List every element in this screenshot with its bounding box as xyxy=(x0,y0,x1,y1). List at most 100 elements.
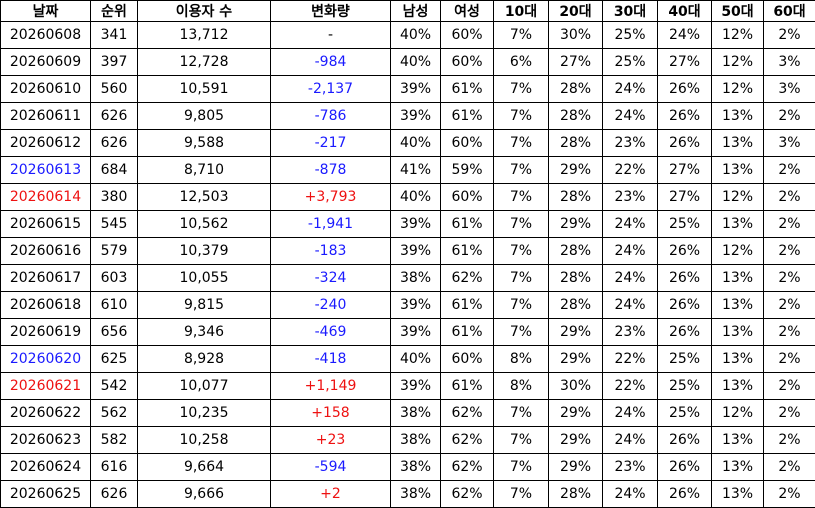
table-cell: 10,055 xyxy=(137,264,271,292)
table-cell: 61% xyxy=(440,372,494,400)
table-cell: 13% xyxy=(711,480,764,508)
table-cell: 38% xyxy=(390,480,441,508)
table-body: 20260608 341 13,712-40% 60% 7% 30% 25% 24% 12% 2%… xyxy=(0,21,815,508)
table-cell: 29% xyxy=(548,156,603,184)
table-cell: 12% xyxy=(711,399,764,427)
table-cell: -878 xyxy=(270,156,391,184)
table-cell: 2% xyxy=(763,156,815,184)
table-cell: 28% xyxy=(548,264,603,292)
table-cell: 7% xyxy=(493,237,549,265)
table-cell: 2% xyxy=(763,183,815,211)
table-row: 20260621 542 10,077 +1,149 39% 61% 8% 30% 22% 25%… xyxy=(0,372,815,400)
table-row: 20260625 626 9,666 +2 38% 62% 7% 28% 24% 26% 13% 2% xyxy=(0,480,815,508)
table-cell: 7% xyxy=(493,102,549,130)
table-cell: 30% xyxy=(548,372,603,400)
table-cell: 2% xyxy=(763,237,815,265)
table-cell: 22% xyxy=(602,372,658,400)
table-cell: 62% xyxy=(440,426,494,454)
table-row: 20260610 560 10,591 -2,137 39% 61% 7% 28% 24% 26%… xyxy=(0,75,815,103)
table-cell: 6% xyxy=(493,48,549,76)
table-cell: 26% xyxy=(657,426,712,454)
table-cell: 9,588 xyxy=(137,129,271,157)
table-row: 20260618 610 9,815 -240 39% 61% 7% 28% 24% 26% 13%… xyxy=(0,291,815,319)
table-cell: 23% xyxy=(602,183,658,211)
table-cell: 8% xyxy=(493,345,549,373)
table-cell: 582 xyxy=(90,426,138,454)
table-cell: 9,664 xyxy=(137,453,271,481)
table-cell: 542 xyxy=(90,372,138,400)
table-row: 20260624 616 9,664 -594 38% 62% 7% 29% 23% 26% 13%… xyxy=(0,453,815,481)
table-cell: 29% xyxy=(548,210,603,238)
header-row: 날짜 순위 이용자 수 변화량 남성 여성 10대 20대 30대 40대 50대 60대 xyxy=(0,0,815,22)
table-cell: 40% xyxy=(390,345,441,373)
table-cell: -984 xyxy=(270,48,391,76)
table-cell: 39% xyxy=(390,291,441,319)
table-cell: 25% xyxy=(657,372,712,400)
table-cell: 626 xyxy=(90,102,138,130)
table-cell: 2% xyxy=(763,372,815,400)
date-cell: 20260621 xyxy=(0,372,91,400)
table-row: 20260617 603 10,055 -324 38% 62% 7% 28% 24% 26% 13… xyxy=(0,264,815,292)
table-cell: 61% xyxy=(440,318,494,346)
table-cell: +23 xyxy=(270,426,391,454)
date-cell: 20260611 xyxy=(0,102,91,130)
table-cell: 26% xyxy=(657,318,712,346)
table-cell: 2% xyxy=(763,102,815,130)
table-cell: - xyxy=(270,21,391,49)
date-cell: 20260614 xyxy=(0,183,91,211)
table-cell: 27% xyxy=(657,156,712,184)
table-cell: 28% xyxy=(548,480,603,508)
table-cell: 28% xyxy=(548,75,603,103)
table-cell: 25% xyxy=(602,21,658,49)
table-cell: 13% xyxy=(711,318,764,346)
table-row: 20260612 626 9,588 -217 40% 60% 7% 28% 23% 26% 13%… xyxy=(0,129,815,157)
table-cell: 28% xyxy=(548,102,603,130)
table-cell: 9,805 xyxy=(137,102,271,130)
table-cell: 579 xyxy=(90,237,138,265)
table-cell: 60% xyxy=(440,345,494,373)
table-cell: 38% xyxy=(390,453,441,481)
table-row: 20260620 625 8,928 -418 40% 60% 8% 29% 22% 25% 13%… xyxy=(0,345,815,373)
table-cell: 27% xyxy=(657,183,712,211)
table-cell: 12% xyxy=(711,21,764,49)
header-cell: 60대 xyxy=(763,0,815,22)
header-cell: 10대 xyxy=(493,0,549,22)
table-row: 20260613 684 8,710 -878 41% 59% 7% 29% 22% 27% 13%… xyxy=(0,156,815,184)
table-cell: 40% xyxy=(390,48,441,76)
table-cell: 60% xyxy=(440,21,494,49)
table-cell: 13% xyxy=(711,156,764,184)
table-cell: -324 xyxy=(270,264,391,292)
table-cell: 9,666 xyxy=(137,480,271,508)
table-cell: 7% xyxy=(493,291,549,319)
table-cell: 60% xyxy=(440,129,494,157)
table-cell: 2% xyxy=(763,399,815,427)
header-cell: 20대 xyxy=(548,0,603,22)
table-cell: 24% xyxy=(602,426,658,454)
table-row: 20260619 656 9,346 -469 39% 61% 7% 29% 23% 26% 13%… xyxy=(0,318,815,346)
table-cell: 28% xyxy=(548,291,603,319)
table-cell: 62% xyxy=(440,480,494,508)
table-cell: 2% xyxy=(763,453,815,481)
date-cell: 20260613 xyxy=(0,156,91,184)
table-cell: 2% xyxy=(763,291,815,319)
table-cell: +2 xyxy=(270,480,391,508)
table-cell: 27% xyxy=(657,48,712,76)
table-cell: +1,149 xyxy=(270,372,391,400)
table-cell: +158 xyxy=(270,399,391,427)
table-cell: 7% xyxy=(493,264,549,292)
table-cell: 9,815 xyxy=(137,291,271,319)
table-cell: 7% xyxy=(493,75,549,103)
table-cell: 29% xyxy=(548,426,603,454)
table-cell: -217 xyxy=(270,129,391,157)
table-row: 20260608 341 13,712-40% 60% 7% 30% 25% 24% 12% 2% xyxy=(0,21,815,49)
table-cell: 616 xyxy=(90,453,138,481)
table-cell: 26% xyxy=(657,291,712,319)
table-cell: 560 xyxy=(90,75,138,103)
table-cell: 26% xyxy=(657,75,712,103)
table-cell: 545 xyxy=(90,210,138,238)
table-cell: 25% xyxy=(602,48,658,76)
table-cell: 3% xyxy=(763,48,815,76)
table-cell: 25% xyxy=(657,345,712,373)
table-cell: 610 xyxy=(90,291,138,319)
